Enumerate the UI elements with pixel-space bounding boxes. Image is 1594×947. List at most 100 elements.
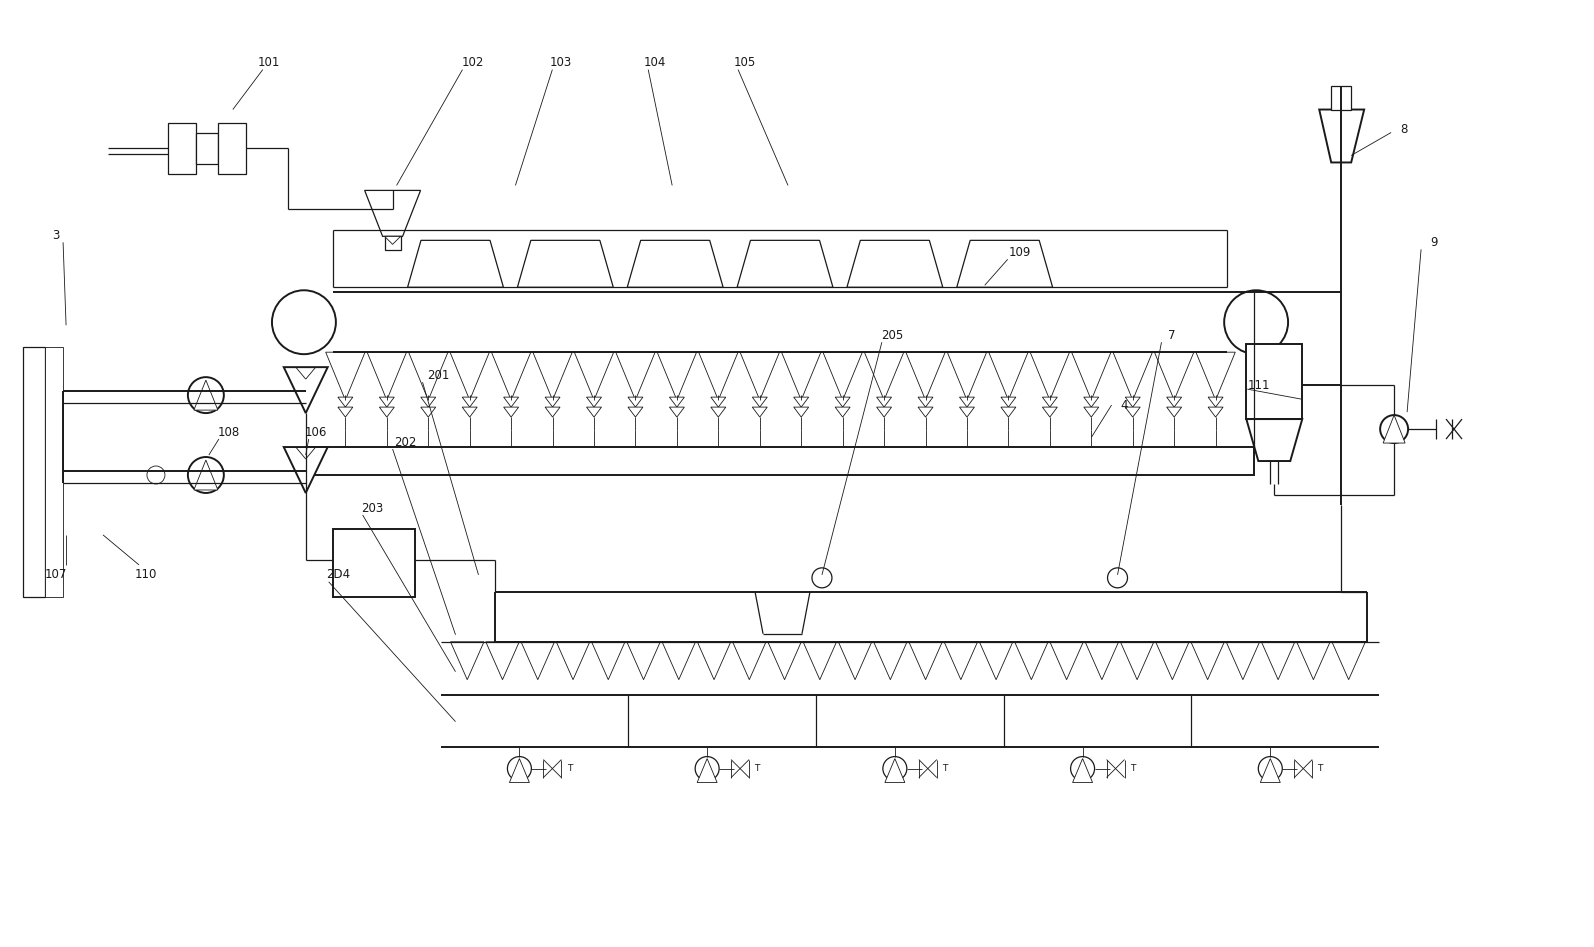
- Polygon shape: [768, 642, 802, 680]
- Text: 7: 7: [1168, 329, 1175, 342]
- Polygon shape: [1208, 407, 1223, 417]
- Circle shape: [1380, 415, 1408, 443]
- Polygon shape: [1261, 759, 1280, 782]
- Circle shape: [1258, 757, 1282, 780]
- Text: 105: 105: [733, 56, 756, 69]
- Polygon shape: [626, 642, 660, 680]
- Polygon shape: [885, 759, 905, 782]
- Polygon shape: [1156, 642, 1189, 680]
- Circle shape: [1224, 291, 1288, 354]
- Polygon shape: [1084, 397, 1098, 407]
- Polygon shape: [781, 352, 821, 401]
- Text: 205: 205: [881, 329, 902, 342]
- Polygon shape: [504, 397, 518, 407]
- Polygon shape: [752, 397, 767, 407]
- Text: 102: 102: [461, 56, 483, 69]
- Polygon shape: [697, 759, 717, 782]
- Polygon shape: [918, 397, 932, 407]
- Polygon shape: [835, 407, 850, 417]
- Polygon shape: [384, 237, 400, 244]
- Polygon shape: [532, 352, 572, 401]
- Polygon shape: [450, 352, 489, 401]
- Polygon shape: [491, 352, 531, 401]
- Polygon shape: [451, 642, 485, 680]
- Polygon shape: [1167, 407, 1181, 417]
- Circle shape: [811, 568, 832, 588]
- Polygon shape: [628, 241, 724, 287]
- Bar: [1247, 344, 1302, 420]
- Polygon shape: [1084, 407, 1098, 417]
- Polygon shape: [486, 642, 520, 680]
- Polygon shape: [1384, 415, 1404, 443]
- Text: T: T: [942, 764, 947, 773]
- Text: 8: 8: [1401, 123, 1408, 136]
- Polygon shape: [1121, 642, 1154, 680]
- Text: 9: 9: [1430, 236, 1438, 249]
- Polygon shape: [587, 397, 601, 407]
- Polygon shape: [1042, 407, 1057, 417]
- Circle shape: [695, 757, 719, 780]
- Polygon shape: [874, 642, 907, 680]
- Polygon shape: [1333, 642, 1366, 680]
- Text: 2D4: 2D4: [327, 568, 351, 581]
- Bar: [218, 122, 245, 174]
- Polygon shape: [365, 190, 421, 237]
- Text: 203: 203: [362, 503, 384, 515]
- Circle shape: [507, 757, 531, 780]
- Circle shape: [883, 757, 907, 780]
- Polygon shape: [736, 241, 834, 287]
- Polygon shape: [504, 407, 518, 417]
- Polygon shape: [1113, 352, 1152, 401]
- Polygon shape: [864, 352, 904, 401]
- Polygon shape: [1015, 642, 1049, 680]
- Polygon shape: [510, 759, 529, 782]
- Polygon shape: [325, 352, 365, 401]
- Bar: [196, 133, 218, 165]
- Polygon shape: [1073, 759, 1092, 782]
- Polygon shape: [545, 397, 559, 407]
- Polygon shape: [711, 397, 725, 407]
- Circle shape: [147, 466, 164, 484]
- Polygon shape: [838, 642, 872, 680]
- Polygon shape: [1125, 407, 1140, 417]
- Polygon shape: [905, 352, 945, 401]
- Polygon shape: [877, 397, 891, 407]
- Text: 101: 101: [258, 56, 281, 69]
- Polygon shape: [615, 352, 655, 401]
- Bar: [384, 237, 400, 250]
- Polygon shape: [740, 352, 779, 401]
- Polygon shape: [698, 352, 738, 401]
- Polygon shape: [284, 367, 328, 413]
- Polygon shape: [1125, 397, 1140, 407]
- Polygon shape: [1296, 642, 1329, 680]
- Polygon shape: [752, 407, 767, 417]
- Polygon shape: [794, 407, 808, 417]
- Polygon shape: [960, 407, 974, 417]
- Polygon shape: [669, 407, 684, 417]
- Polygon shape: [1320, 110, 1364, 163]
- Polygon shape: [1167, 397, 1181, 407]
- Text: T: T: [566, 764, 572, 773]
- Polygon shape: [918, 407, 932, 417]
- Polygon shape: [421, 397, 435, 407]
- Text: 4: 4: [1121, 399, 1129, 412]
- Text: T: T: [1130, 764, 1135, 773]
- Polygon shape: [956, 241, 1052, 287]
- Polygon shape: [944, 642, 977, 680]
- Text: T: T: [754, 764, 760, 773]
- Polygon shape: [545, 407, 559, 417]
- Text: 110: 110: [135, 568, 158, 581]
- Circle shape: [1108, 568, 1127, 588]
- Polygon shape: [662, 642, 695, 680]
- Bar: [24, 348, 45, 597]
- Polygon shape: [462, 407, 477, 417]
- Polygon shape: [960, 397, 974, 407]
- Polygon shape: [591, 642, 625, 680]
- Text: 3: 3: [53, 229, 61, 241]
- Polygon shape: [1196, 352, 1235, 401]
- Polygon shape: [379, 407, 394, 417]
- Polygon shape: [877, 407, 891, 417]
- Polygon shape: [284, 447, 328, 493]
- Polygon shape: [979, 642, 1012, 680]
- Polygon shape: [1030, 352, 1070, 401]
